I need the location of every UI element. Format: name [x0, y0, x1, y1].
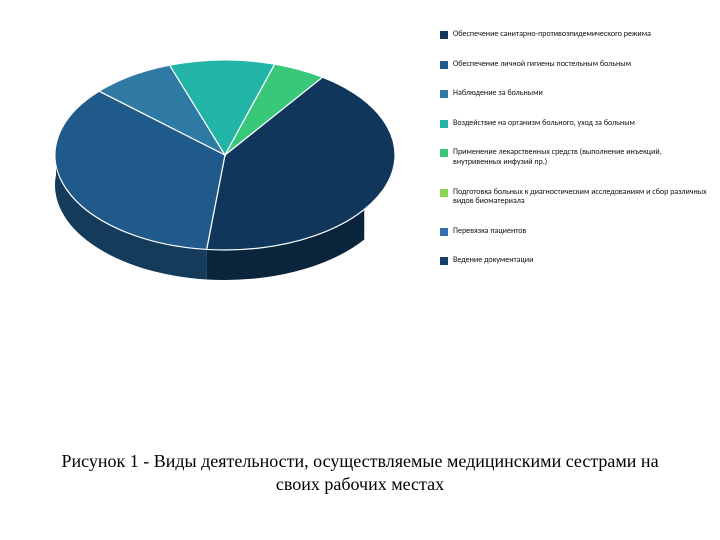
- legend-swatch: [440, 189, 448, 197]
- legend-swatch: [440, 31, 448, 39]
- pie-chart: [20, 20, 430, 320]
- legend-item: Ведение документации: [440, 256, 710, 266]
- legend-item: Применение лекарственных средств (выполн…: [440, 148, 710, 167]
- legend-item: Перевязка пациентов: [440, 227, 710, 237]
- figure-caption: Рисунок 1 - Виды деятельности, осуществл…: [40, 450, 680, 497]
- legend-item: Воздействие на организм больного, уход з…: [440, 119, 710, 129]
- legend-label: Подготовка больных к диагностическим исс…: [453, 188, 710, 207]
- legend-swatch: [440, 120, 448, 128]
- legend-label: Применение лекарственных средств (выполн…: [453, 148, 710, 167]
- legend-swatch: [440, 149, 448, 157]
- slide: Обеспечение санитарно-противоэпидемическ…: [0, 0, 720, 540]
- legend-item: Обеспечение личной гигиены постельным бо…: [440, 60, 710, 70]
- legend-swatch: [440, 61, 448, 69]
- legend-label: Обеспечение санитарно-противоэпидемическ…: [453, 30, 651, 40]
- pie-chart-svg: [20, 20, 430, 320]
- legend-item: Подготовка больных к диагностическим исс…: [440, 188, 710, 207]
- legend: Обеспечение санитарно-противоэпидемическ…: [440, 30, 710, 286]
- legend-label: Перевязка пациентов: [453, 227, 526, 237]
- legend-item: Наблюдение за больными: [440, 89, 710, 99]
- legend-swatch: [440, 228, 448, 236]
- legend-swatch: [440, 90, 448, 98]
- legend-label: Воздействие на организм больного, уход з…: [453, 119, 635, 129]
- legend-label: Обеспечение личной гигиены постельным бо…: [453, 60, 631, 70]
- legend-label: Ведение документации: [453, 256, 533, 266]
- legend-swatch: [440, 257, 448, 265]
- legend-item: Обеспечение санитарно-противоэпидемическ…: [440, 30, 710, 40]
- legend-label: Наблюдение за больными: [453, 89, 543, 99]
